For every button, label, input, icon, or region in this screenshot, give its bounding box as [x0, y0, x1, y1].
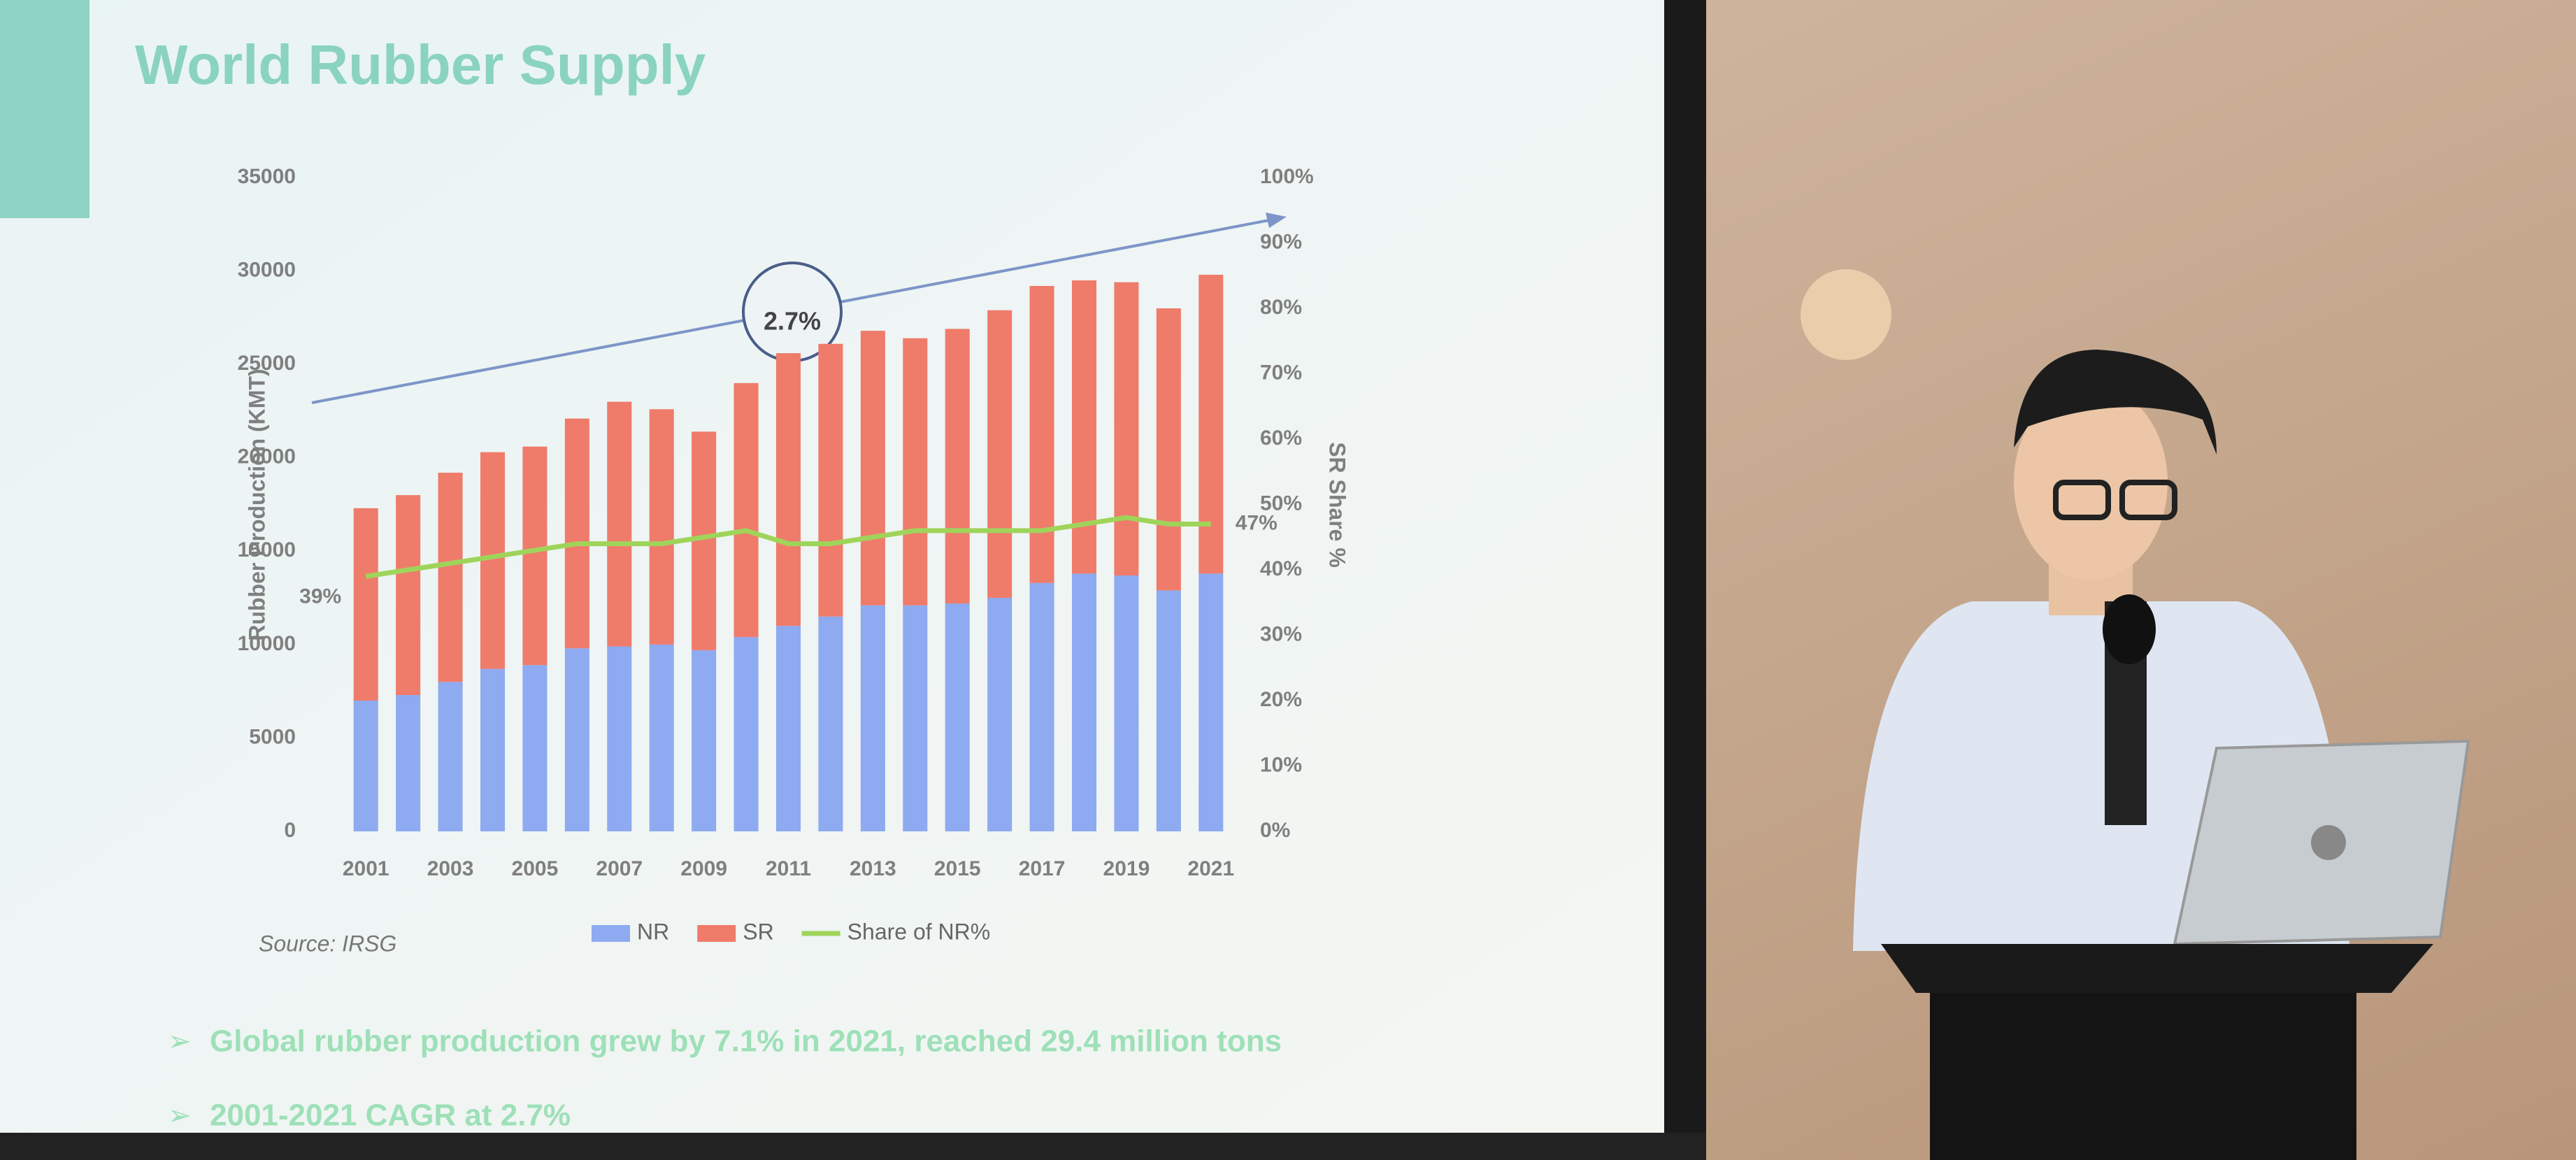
bar-segment [649, 644, 674, 831]
bar-segment [1114, 575, 1139, 831]
y2-tick-label: 50% [1260, 492, 1302, 515]
trend-annotation: 2.7% [764, 307, 821, 336]
bullet-marker: ➢ [168, 1101, 192, 1131]
y-tick-label: 30000 [238, 258, 296, 281]
x-tick-label: 2017 [1019, 857, 1066, 880]
y-tick-label: 10000 [238, 632, 296, 655]
bar-segment [564, 418, 589, 649]
y-tick-label: 25000 [238, 352, 296, 375]
bullet-marker: ➢ [168, 1026, 192, 1057]
x-tick-label: 2011 [766, 857, 811, 880]
legend-label: Share of NR% [847, 919, 991, 944]
share-line [365, 515, 1211, 579]
y2-tick-label: 60% [1260, 427, 1302, 450]
bar-segment [775, 626, 801, 831]
bar-segment [692, 650, 717, 831]
bar-segment [396, 694, 421, 831]
bullet-text: Global rubber production grew by 7.1% in… [210, 1024, 1282, 1059]
x-tick-label: 2013 [850, 857, 896, 880]
bar-segment [438, 682, 463, 831]
bar-segment [607, 646, 632, 831]
bar-segment [818, 616, 843, 831]
bar-segment [480, 668, 506, 831]
y2-tick-label: 100% [1260, 165, 1314, 188]
screen-frame [1664, 0, 1706, 1160]
bar-segment [945, 603, 970, 831]
legend-label: NR [637, 919, 669, 944]
y-tick-label: 20000 [238, 445, 296, 468]
y2-tick-label: 20% [1260, 688, 1302, 711]
y2-tick-label: 40% [1260, 557, 1302, 580]
bar-segment [438, 473, 463, 682]
y2-tick-label: 90% [1260, 230, 1302, 253]
slide-accent [0, 0, 90, 218]
x-tick-label: 2009 [680, 857, 727, 880]
screen-bottom [0, 1133, 1706, 1160]
legend-swatch [697, 925, 736, 942]
y-tick-label: 35000 [238, 165, 296, 188]
x-tick-label: 2005 [512, 857, 559, 880]
bar-segment [1156, 590, 1181, 831]
bar-segment [1198, 573, 1224, 831]
y-tick-label: 0 [284, 819, 296, 842]
bar-segment [353, 508, 378, 701]
bullet-text: 2001-2021 CAGR at 2.7% [210, 1098, 571, 1133]
bar-segment [734, 637, 759, 831]
bar-segment [607, 401, 632, 647]
y-tick-label: 5000 [249, 725, 296, 748]
x-tick-label: 2015 [934, 857, 981, 880]
bar-segment [1071, 573, 1097, 831]
bar-segment [987, 310, 1012, 599]
legend-swatch [592, 925, 630, 942]
y2-tick-label: 70% [1260, 361, 1302, 384]
y-tick-label: 15000 [238, 538, 296, 561]
bar-segment [860, 605, 885, 831]
y-axis-title: Rubber Production (KMT) [244, 368, 269, 640]
legend-label: SR [743, 919, 773, 944]
light-reflection [1801, 269, 1891, 360]
x-tick-label: 2019 [1103, 857, 1150, 880]
bar-segment [522, 446, 548, 666]
bar-segment [945, 329, 970, 604]
data-label: 47% [1236, 511, 1278, 534]
bar-segment [1029, 582, 1054, 831]
y2-tick-label: 30% [1260, 622, 1302, 645]
y2-axis-title: SR Share % [1325, 442, 1350, 568]
bar-segment [1198, 274, 1224, 574]
y2-tick-label: 80% [1260, 296, 1302, 319]
x-tick-label: 2007 [596, 857, 643, 880]
bar-segment [987, 598, 1012, 831]
source-note: Source: IRSG [259, 931, 396, 956]
bar-segment [903, 338, 928, 606]
y2-tick-label: 0% [1260, 819, 1290, 842]
bar-segment [522, 665, 548, 831]
bar-segment [903, 605, 928, 831]
podium [1881, 944, 2433, 1160]
bar-segment [1029, 285, 1054, 583]
bar-segment [396, 495, 421, 695]
bar-segment [1071, 280, 1097, 574]
bar-segment [649, 409, 674, 645]
bar-segment [1156, 308, 1181, 591]
y2-tick-label: 10% [1260, 753, 1302, 776]
bar-segment [775, 353, 801, 626]
x-tick-label: 2021 [1187, 857, 1234, 880]
trend-arrow [311, 213, 1287, 404]
bar-segment [818, 343, 843, 617]
bar-segment [564, 648, 589, 831]
bar-segment [734, 382, 759, 638]
bar-segment [860, 331, 885, 606]
slide-title: World Rubber Supply [135, 34, 706, 96]
bar-segment [353, 701, 378, 831]
bar-segment [1114, 282, 1139, 576]
laptop [2173, 739, 2470, 946]
x-tick-label: 2001 [343, 857, 389, 880]
x-tick-label: 2003 [427, 857, 474, 880]
data-label: 39% [299, 585, 341, 608]
